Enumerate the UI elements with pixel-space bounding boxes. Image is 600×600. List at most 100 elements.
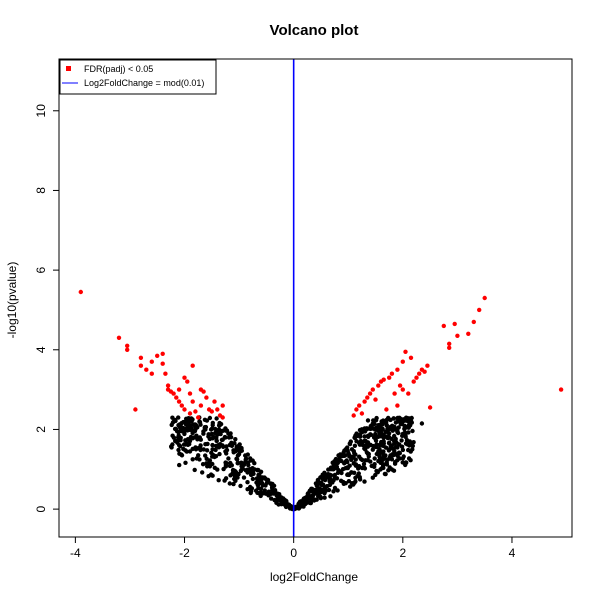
data-point [218,428,223,434]
data-point [316,489,321,494]
data-point [287,503,292,508]
significant-point [176,399,182,404]
data-point [212,465,217,470]
data-point [401,454,406,459]
data-point [231,481,236,487]
data-point [403,433,408,438]
data-point [301,504,306,509]
data-point [175,440,180,445]
data-point [391,416,396,421]
data-point [353,433,358,438]
data-point [210,447,215,452]
data-point [396,430,401,436]
significant-point [400,359,405,364]
data-point [176,447,181,453]
data-point [200,462,206,467]
y-tick-label: 2 [34,426,48,433]
data-point [269,485,275,490]
data-point [189,418,194,424]
significant-point [482,295,487,301]
data-point [190,429,195,434]
significant-point [220,403,225,408]
significant-point [133,407,138,412]
data-point [213,426,218,432]
x-axis-label: log2FoldChange [270,570,358,584]
data-point [263,491,269,496]
data-point [281,498,286,503]
significant-point [182,407,187,412]
data-point [389,457,395,462]
data-point [351,461,357,466]
data-point [361,461,367,467]
data-point [343,481,348,486]
data-point [216,478,221,483]
data-point [249,486,255,491]
data-point [345,465,350,470]
data-point [406,430,411,435]
data-point [198,443,203,448]
data-point [360,429,365,435]
data-point [328,494,333,499]
data-point [393,427,398,432]
data-point [371,435,377,440]
data-point [169,444,174,449]
data-point [272,497,277,503]
significant-point [395,403,400,408]
data-point [202,425,208,430]
data-point [348,484,353,489]
significant-point [477,307,482,313]
significant-point [125,347,130,352]
significant-point [362,399,367,404]
data-point [381,439,386,444]
data-point [227,442,232,448]
data-point [184,449,189,454]
data-point [169,422,174,428]
data-point [403,462,408,468]
legend-label-fdr: FDR(padj) < 0.05 [84,64,153,74]
data-point [410,443,415,449]
data-point [255,490,260,495]
significant-point [441,323,446,329]
data-point [224,444,229,449]
data-point [323,485,328,490]
data-point [352,443,358,448]
significant-point [376,383,381,388]
plot-frame [58,58,573,538]
data-point [381,449,386,454]
significant-point [78,289,84,295]
y-tick-label: 6 [34,266,48,273]
data-point [227,481,232,486]
data-point [179,452,184,457]
data-point [384,423,389,428]
significant-point [452,321,457,327]
data-point [355,473,360,479]
data-point [272,489,277,494]
data-point [191,422,196,427]
data-point [224,447,230,453]
data-point [178,444,183,449]
data-point [332,485,338,491]
significant-point [149,371,154,376]
significant-point [359,411,365,416]
data-point [366,454,371,459]
data-point [322,491,327,496]
data-point [224,451,229,456]
data-point [373,427,379,432]
data-point [331,461,336,467]
significant-point [357,403,362,408]
data-point [193,447,199,452]
data-point [250,476,256,482]
data-point [243,456,249,461]
data-point [176,415,181,420]
data-point [354,439,359,444]
data-point [230,471,235,476]
significant-point [381,377,386,382]
data-point [207,415,213,421]
data-point [176,423,181,428]
data-point [388,443,393,449]
data-point [374,415,379,421]
data-point [357,434,363,439]
data-point [398,421,403,427]
data-point [342,448,347,453]
